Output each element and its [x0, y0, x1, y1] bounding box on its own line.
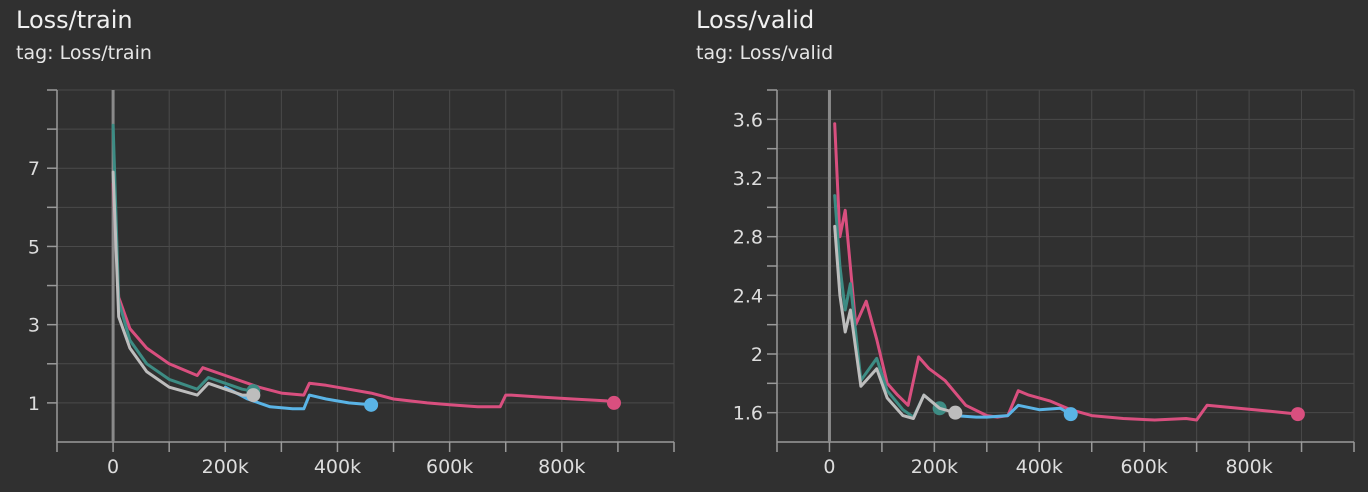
- x-tick-label: 0: [107, 456, 119, 478]
- series-end-point: [1290, 407, 1305, 422]
- series-end-point: [364, 397, 379, 412]
- axes: [56, 90, 674, 443]
- y-tick-label: 1: [28, 393, 40, 415]
- y-tick-label: 2: [751, 344, 763, 366]
- y-tick-label: 5: [28, 236, 40, 258]
- series: [833, 122, 1305, 422]
- x-tick-label: 600k: [1121, 456, 1168, 478]
- grid: [56, 89, 675, 442]
- grid: [776, 89, 1355, 442]
- x-ticks: 0 200k 400k 600k 800k: [56, 442, 675, 478]
- series-line: [111, 123, 255, 393]
- x-tick-label: 200k: [202, 456, 249, 478]
- chart-title: Loss/valid: [696, 6, 815, 34]
- x-tick-label: 200k: [911, 456, 958, 478]
- series-end-point: [246, 388, 261, 403]
- x-tick-label: 800k: [538, 456, 585, 478]
- y-ticks: 1 3 5 7: [28, 89, 57, 415]
- y-tick-label: 2.4: [733, 285, 763, 307]
- chart-panel-loss-valid: Loss/valid tag: Loss/valid 1.6 2 2.4 2.8 3.2…: [680, 0, 1360, 492]
- x-ticks: 0 200k 400k 600k 800k: [776, 442, 1355, 478]
- series-line: [953, 403, 1073, 419]
- series-line: [833, 224, 957, 420]
- x-tick-label: 600k: [426, 456, 473, 478]
- loss-train-chart: 1 3 5 7 0 200k 400k 600k 800k: [28, 89, 675, 478]
- y-tick-label: 1.6: [733, 403, 763, 425]
- x-tick-label: 400k: [314, 456, 361, 478]
- chart-panel-loss-train: Loss/train tag: Loss/train 1 3 5 7 0 200k 400k…: [0, 0, 680, 492]
- y-ticks: 1.6 2 2.4 2.8 3.2 3.6: [733, 89, 777, 425]
- y-tick-label: 3.2: [733, 168, 763, 190]
- series-end-point: [1063, 407, 1078, 422]
- y-tick-label: 3: [28, 315, 40, 337]
- series-line: [111, 182, 616, 409]
- series-line: [833, 122, 1300, 422]
- series-end-point: [948, 405, 963, 420]
- x-tick-label: 0: [823, 456, 835, 478]
- chart-tag: tag: Loss/valid: [696, 42, 834, 64]
- chart-tag: tag: Loss/train: [16, 42, 152, 64]
- x-tick-label: 400k: [1016, 456, 1063, 478]
- y-tick-label: 2.8: [733, 227, 763, 249]
- y-tick-label: 7: [28, 158, 40, 180]
- series: [111, 123, 621, 412]
- series-end-point: [606, 395, 621, 410]
- series-line: [111, 170, 255, 397]
- chart-title: Loss/train: [16, 6, 133, 34]
- y-tick-label: 3.6: [733, 109, 763, 131]
- x-tick-label: 800k: [1225, 456, 1272, 478]
- loss-valid-chart: 1.6 2 2.4 2.8 3.2 3.6 0 200k 400k 600k 800k: [733, 89, 1355, 478]
